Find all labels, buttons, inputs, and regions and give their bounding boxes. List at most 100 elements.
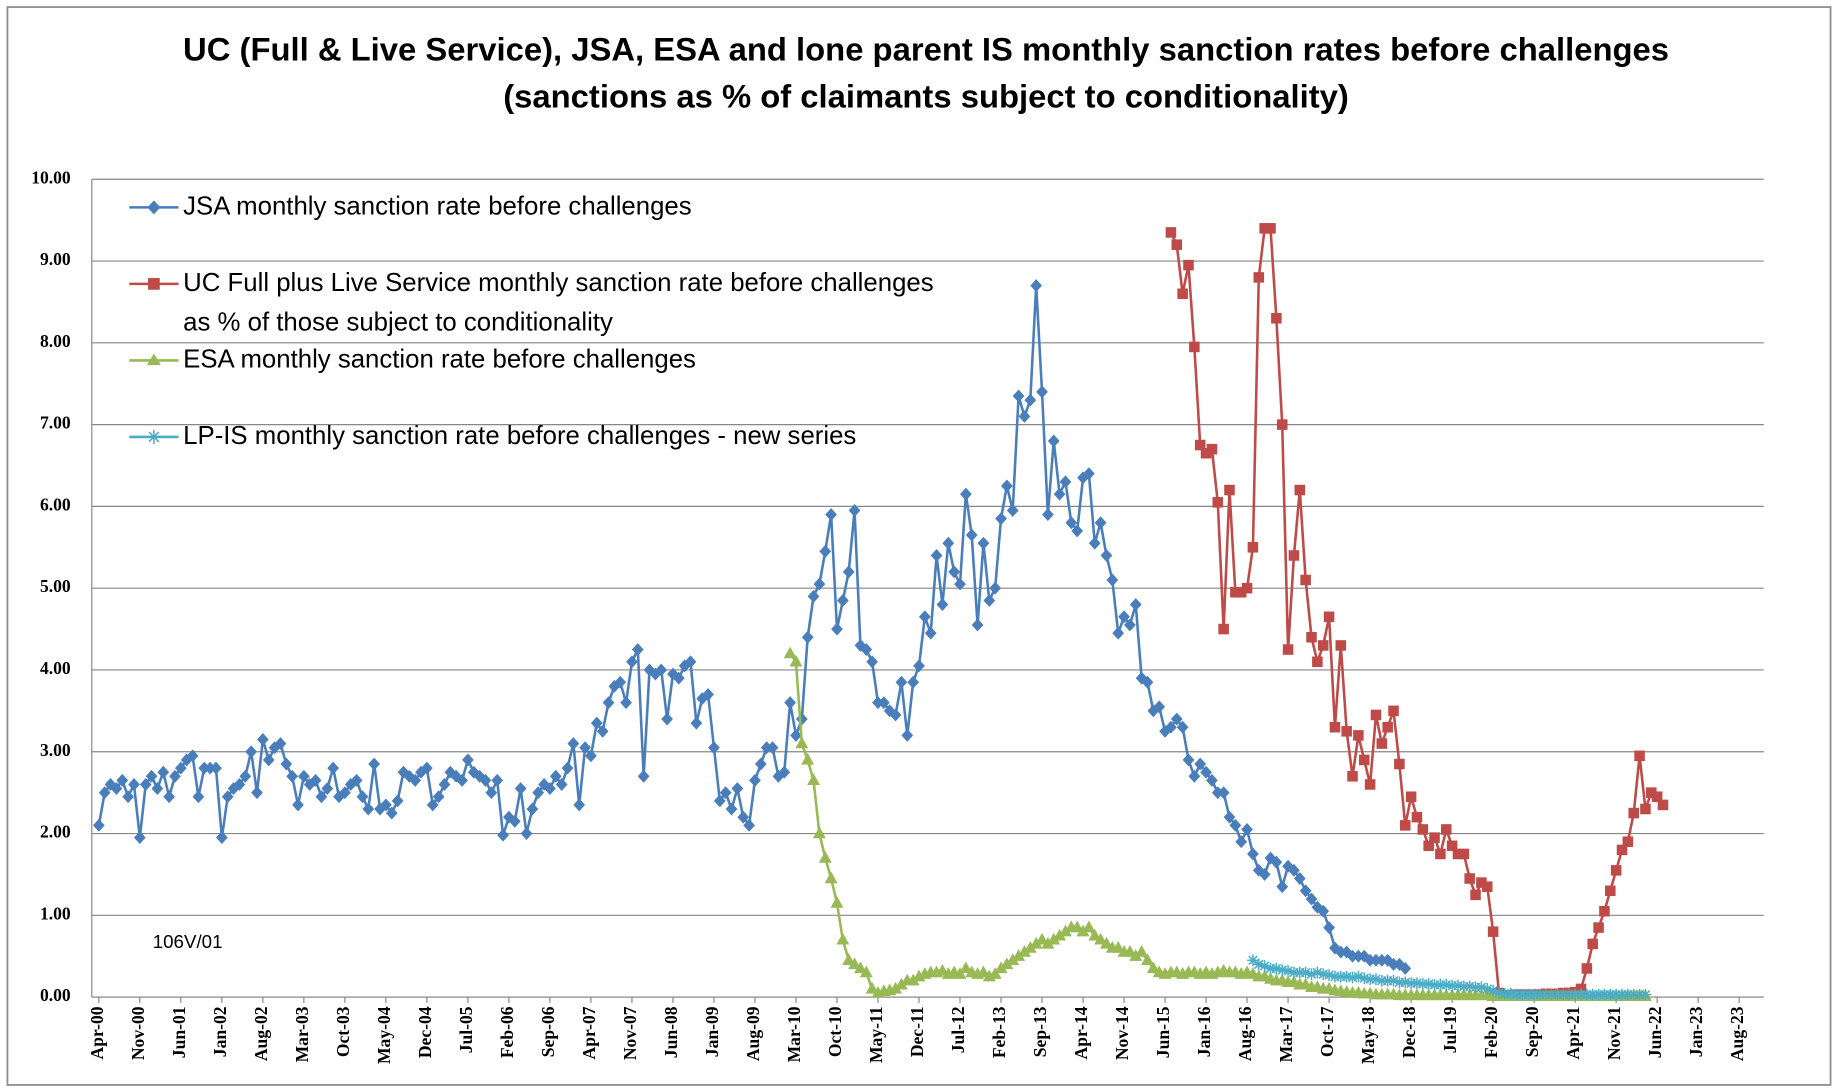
data-point: [1364, 779, 1376, 790]
data-point: [725, 802, 738, 816]
data-point: [1610, 865, 1622, 876]
data-point: [1335, 640, 1347, 651]
x-tick-label: Apr-07: [579, 1006, 599, 1059]
data-point: [1001, 479, 1013, 493]
data-point: [1012, 389, 1025, 403]
data-point: [549, 769, 562, 783]
data-point: [1599, 905, 1610, 917]
data-point: [965, 528, 978, 542]
data-point: [906, 973, 920, 986]
data-point: [1464, 873, 1475, 884]
data-point: [1241, 822, 1253, 836]
x-tick-label: Dec-11: [907, 1006, 927, 1057]
data-point: [1470, 889, 1481, 901]
data-point: [1423, 840, 1434, 852]
legend-swatch-marker: [147, 200, 161, 215]
data-point: [626, 655, 638, 669]
x-tick-label: Mar-17: [1276, 1006, 1296, 1062]
x-tick-label: Jul-05: [456, 1006, 476, 1053]
data-point: [409, 773, 422, 787]
data-point: [1000, 957, 1014, 970]
data-point: [620, 696, 632, 710]
data-point: [1165, 720, 1177, 734]
data-point: [92, 818, 105, 832]
legend-symbol: [148, 278, 160, 290]
data-point: [672, 671, 685, 685]
data-point: [1059, 924, 1072, 937]
legend-symbol: [146, 429, 161, 444]
data-point: [1183, 259, 1194, 271]
data-point: [1288, 550, 1300, 561]
data-point: [1481, 881, 1493, 892]
y-tick-label: 2.00: [40, 822, 71, 842]
data-point: [1622, 836, 1634, 847]
data-point: [631, 643, 644, 656]
data-point: [637, 769, 650, 783]
data-point: [1276, 419, 1288, 430]
data-point: [1305, 968, 1318, 981]
y-tick-label: 9.00: [40, 249, 71, 269]
data-point: [1294, 484, 1306, 496]
data-point: [1329, 721, 1341, 733]
legend-swatch-marker: [146, 353, 161, 366]
data-point: [491, 773, 504, 787]
data-point: [590, 716, 603, 730]
data-point: [1111, 940, 1125, 953]
x-tick-label: Nov-21: [1604, 1006, 1624, 1060]
data-point: [994, 961, 1008, 974]
data-point: [1305, 892, 1318, 906]
data-point: [1399, 820, 1411, 831]
data-point: [812, 826, 826, 839]
data-point: [139, 778, 152, 791]
data-point: [1059, 475, 1072, 489]
data-point: [1053, 928, 1067, 941]
data-point: [456, 773, 468, 787]
data-point: [520, 827, 533, 840]
data-point: [128, 778, 140, 791]
data-point: [1504, 987, 1517, 1000]
data-point: [895, 675, 908, 689]
data-point: [98, 786, 111, 800]
data-point: [1587, 938, 1598, 950]
x-tick-label: Jan-23: [1686, 1006, 1706, 1057]
data-point: [1276, 880, 1289, 894]
data-point: [661, 712, 673, 726]
data-point: [1487, 984, 1499, 997]
data-point: [1306, 631, 1317, 643]
data-point: [1388, 705, 1399, 717]
data-point: [1288, 863, 1300, 877]
data-point: [1411, 811, 1423, 823]
data-point: [1194, 439, 1206, 451]
data-point: [286, 769, 299, 783]
annotation: 106V/01: [153, 931, 223, 952]
data-point: [818, 851, 832, 863]
data-point: [1146, 961, 1160, 974]
legend-label: UC Full plus Live Service monthly sancti…: [183, 269, 933, 337]
data-point: [1165, 227, 1177, 238]
data-point: [1042, 508, 1054, 522]
data-point: [309, 773, 322, 787]
data-point: [1353, 730, 1364, 741]
data-point: [784, 696, 796, 710]
data-point: [1411, 977, 1423, 990]
data-point: [1252, 958, 1265, 971]
data-point: [1639, 988, 1652, 1001]
data-point: [894, 977, 908, 990]
data-point: [1223, 810, 1236, 824]
data-point: [462, 753, 474, 767]
x-tick-label: Sep-13: [1030, 1006, 1050, 1057]
data-point: [1340, 970, 1353, 983]
data-point: [1023, 940, 1037, 953]
data-point: [544, 782, 556, 795]
data-point: [1258, 960, 1271, 972]
data-point: [602, 696, 615, 710]
data-point: [977, 536, 990, 550]
data-point: [1265, 223, 1276, 234]
legend-label: ESA monthly sanction rate before challen…: [183, 345, 696, 373]
data-point: [983, 594, 996, 607]
data-point: [1212, 497, 1224, 508]
data-point: [1458, 848, 1470, 860]
data-point: [1640, 803, 1651, 815]
data-point: [860, 643, 873, 656]
